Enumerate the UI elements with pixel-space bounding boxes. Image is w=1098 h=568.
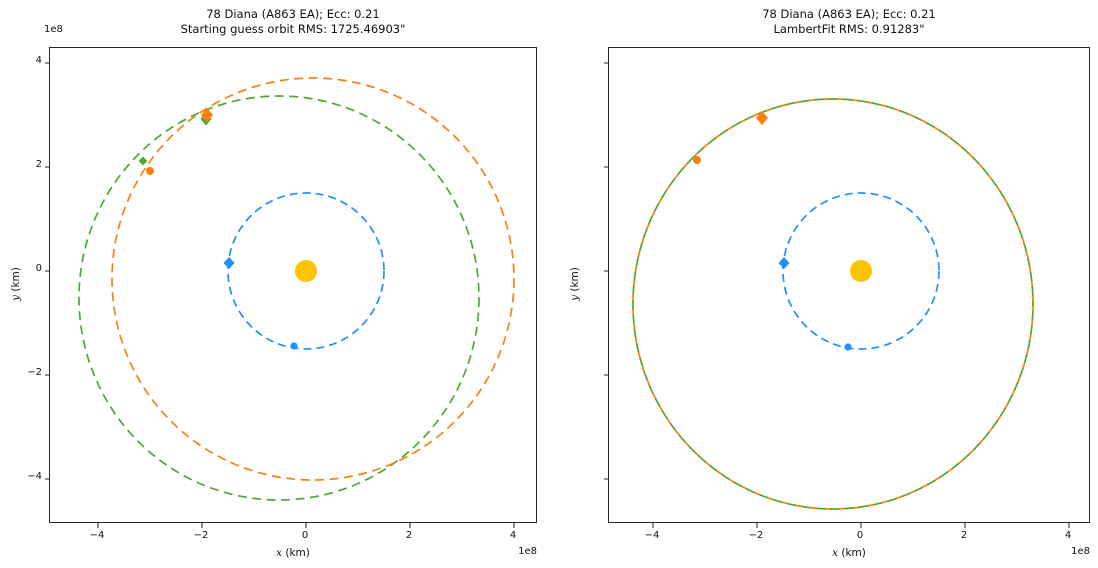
earth-obs-dot-marker — [844, 343, 852, 351]
y-tick-label: −4 — [27, 471, 42, 482]
left-y-offset-label: 1e8 — [44, 24, 63, 35]
x-tick-label: −2 — [748, 530, 764, 541]
x-axis-label-unit: (km) — [838, 547, 866, 559]
left-y-axis-label: y (km) — [10, 254, 22, 314]
x-tick-label: 4 — [1064, 530, 1072, 541]
right-x-axis-label: x (km) — [608, 547, 1090, 559]
y-axis-label-variable: y — [569, 294, 581, 301]
right-title-line1: 78 Diana (A863 EA); Ecc: 0.21 — [762, 7, 936, 21]
left-x-tick-marks — [97, 523, 515, 528]
earth-obs-dot-marker — [290, 342, 298, 350]
right-y-tick-marks — [604, 62, 609, 480]
x-tick-label: −2 — [193, 530, 209, 541]
x-tick-label: −4 — [89, 530, 105, 541]
asteroid-obs-diamond-orange-marker — [201, 108, 213, 122]
x-tick-label: 0 — [856, 530, 864, 541]
left-title-line1: 78 Diana (A863 EA); Ecc: 0.21 — [206, 7, 380, 21]
right-y-axis-label: y (km) — [569, 254, 581, 314]
left-x-axis-label: x (km) — [49, 547, 537, 559]
right-plot-axes — [604, 47, 1090, 528]
left-y-tick-marks — [45, 62, 50, 480]
left-orbit-plot — [45, 62, 515, 528]
asteroid-obs-diamond-green-small-marker — [138, 156, 148, 166]
x-axis-label-variable: x — [832, 547, 839, 559]
left-plot-title: 78 Diana (A863 EA); Ecc: 0.21 Starting g… — [49, 7, 537, 37]
x-tick-label: 2 — [405, 530, 413, 541]
y-axis-label-unit: (km) — [569, 267, 581, 295]
y-tick-label: 4 — [35, 55, 42, 66]
sun-marker — [295, 260, 317, 282]
x-tick-label: 2 — [960, 530, 968, 541]
reference-orbit-curve — [78, 95, 480, 501]
right-orbit-plot — [604, 62, 1070, 528]
asteroid-obs-dot-orange-marker — [146, 167, 154, 175]
right-x-offset-label: 1e8 — [1071, 546, 1090, 557]
x-tick-label: −4 — [644, 530, 660, 541]
earth-orbit-curve — [782, 192, 940, 350]
right-title-line2: LambertFit RMS: 0.91283" — [773, 22, 925, 36]
starting-guess-orbit-curve — [111, 77, 515, 481]
right-plot-title: 78 Diana (A863 EA); Ecc: 0.21 LambertFit… — [608, 7, 1090, 37]
x-tick-label: 4 — [509, 530, 517, 541]
asteroid-obs-dot-orange-marker — [693, 156, 701, 164]
left-plot-axes — [45, 47, 537, 528]
y-tick-label: 0 — [35, 263, 42, 274]
earth-orbit-curve — [227, 192, 385, 350]
y-axis-label-variable: y — [10, 294, 22, 301]
asteroid-obs-diamond-orange-marker — [756, 111, 768, 125]
right-x-tick-marks — [652, 523, 1070, 528]
y-tick-label: 2 — [35, 159, 42, 170]
left-title-line2: Starting guess orbit RMS: 1725.46903" — [180, 22, 406, 36]
left-x-offset-label: 1e8 — [518, 546, 537, 557]
x-tick-label: 0 — [301, 530, 309, 541]
lambert-fit-orbit-curve — [632, 98, 1034, 510]
reference-orbit-curve — [632, 98, 1034, 510]
earth-obs-diamond-marker — [778, 257, 790, 269]
y-axis-label-unit: (km) — [10, 267, 22, 295]
x-axis-label-variable: x — [276, 547, 283, 559]
y-tick-label: −2 — [27, 367, 42, 378]
x-axis-label-unit: (km) — [282, 547, 310, 559]
sun-marker — [850, 260, 872, 282]
earth-obs-diamond-marker — [223, 257, 235, 269]
